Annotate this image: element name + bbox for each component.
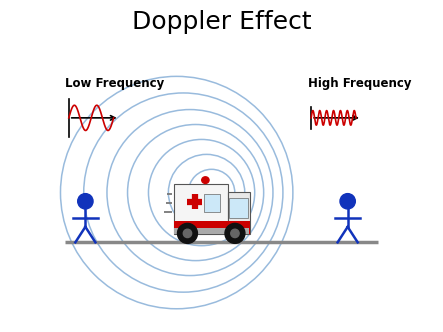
Circle shape — [78, 194, 93, 209]
Bar — [229, 198, 249, 218]
Text: High Frequency: High Frequency — [308, 77, 411, 90]
Text: Low Frequency: Low Frequency — [66, 77, 165, 90]
Circle shape — [183, 229, 192, 238]
Ellipse shape — [202, 177, 209, 183]
Circle shape — [178, 223, 198, 243]
Circle shape — [231, 229, 239, 238]
Bar — [174, 184, 228, 234]
Circle shape — [225, 223, 245, 243]
Bar — [204, 195, 220, 211]
Bar — [228, 220, 250, 234]
Circle shape — [340, 194, 355, 209]
Bar — [174, 220, 228, 234]
Text: Doppler Effect: Doppler Effect — [132, 10, 311, 34]
Bar — [228, 192, 250, 234]
Bar — [174, 228, 249, 234]
